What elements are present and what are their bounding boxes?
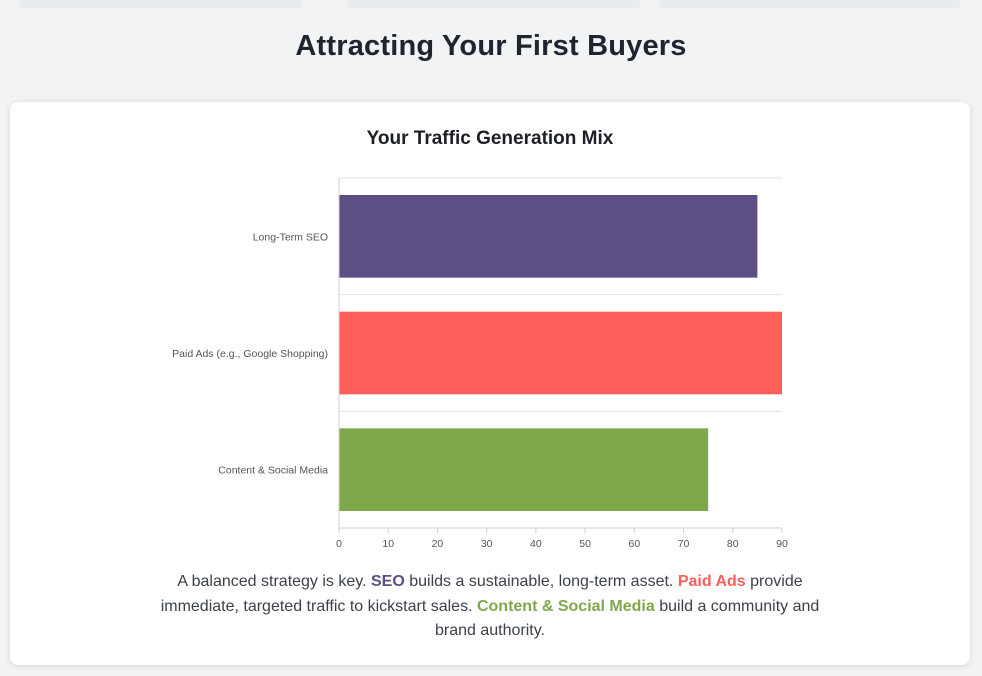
top-tab-strip	[0, 0, 982, 8]
x-tick-label: 90	[776, 538, 788, 550]
chart-category-labels: Long-Term SEO Paid Ads (e.g., Google Shop…	[172, 231, 328, 476]
top-tab[interactable]	[20, 0, 302, 8]
page-title: Attracting Your First Buyers	[295, 30, 687, 62]
chart-bars	[339, 195, 782, 511]
top-tab[interactable]	[660, 0, 960, 8]
caption-content-social-highlight: Content & Social Media	[476, 597, 655, 615]
x-tick-label: 70	[678, 538, 690, 550]
x-tick-label: 20	[432, 538, 444, 550]
chart-tick-labels: 0 10 20 30 40 50 60 70 80 90	[336, 538, 788, 550]
caption-text: provide immediate, targeted traffic to k…	[160, 573, 803, 615]
caption-paid-ads-highlight: Paid Ads	[677, 573, 746, 590]
category-label: Long-Term SEO	[253, 231, 328, 243]
caption-text: build a community and brand authority.	[435, 597, 820, 640]
x-tick-label: 50	[579, 538, 591, 550]
chart-axes	[338, 178, 783, 533]
x-tick-label: 30	[481, 538, 493, 550]
bar-paid-ads-e-g-google-shopping	[339, 311, 782, 395]
bar-content-social-media	[339, 428, 709, 511]
chart-card: Your Traffic Generation Mix Long-Term SE…	[10, 102, 970, 665]
chart-caption: A balanced strategy is key. SEO builds a…	[140, 570, 840, 644]
x-tick-label: 40	[530, 538, 542, 550]
top-tab[interactable]	[348, 0, 640, 8]
category-label: Paid Ads (e.g., Google Shopping)	[172, 348, 328, 360]
x-tick-label: 0	[336, 538, 342, 550]
caption-text: builds a sustainable, long-term asset.	[404, 573, 678, 590]
chart-title: Your Traffic Generation Mix	[366, 128, 614, 149]
bar-long-term-seo	[339, 195, 758, 278]
x-tick-label: 80	[727, 538, 739, 550]
x-tick-label: 60	[628, 538, 640, 550]
traffic-mix-bar-chart: Long-Term SEO Paid Ads (e.g., Google Shop…	[172, 177, 788, 550]
caption-seo-highlight: SEO	[370, 573, 405, 590]
caption-text: A balanced strategy is key.	[177, 573, 371, 590]
x-tick-label: 10	[382, 538, 394, 550]
category-label: Content & Social Media	[218, 465, 328, 477]
